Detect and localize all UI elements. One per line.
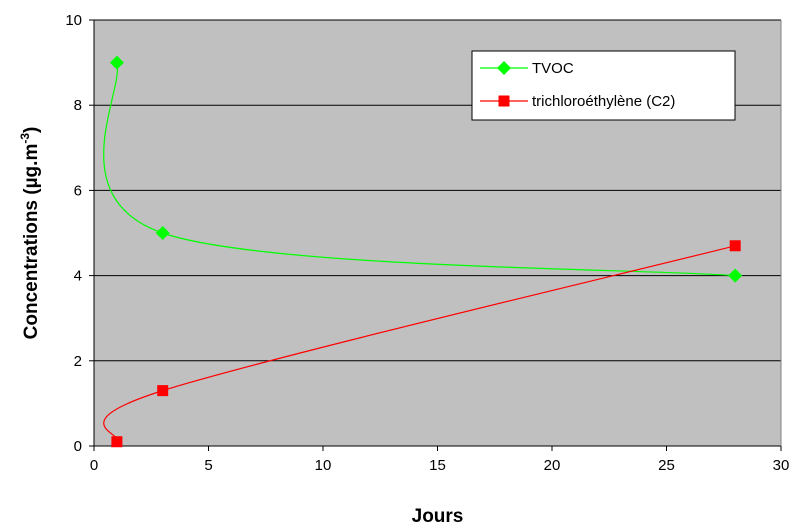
y-tick-label: 6 <box>74 182 82 199</box>
x-tick-label: 15 <box>429 457 446 474</box>
x-tick-label: 5 <box>204 457 212 474</box>
legend-box <box>471 50 736 121</box>
series-tvoc <box>103 55 743 283</box>
data-point <box>155 226 170 240</box>
y-tick-label: 4 <box>74 268 82 285</box>
y-axis-title-main: Concentrations (µg.m <box>21 144 42 340</box>
y-tick-label: 8 <box>74 97 82 114</box>
data-point <box>157 385 169 397</box>
legend-label: TVOC <box>532 60 574 77</box>
x-tick-label: 25 <box>658 457 675 474</box>
legend-marker <box>497 61 511 75</box>
y-axis-title: Concentrations (µg.m-3) <box>18 127 42 340</box>
data-point <box>729 240 741 252</box>
data-point <box>111 436 123 448</box>
x-axis-title: Jours <box>412 506 464 527</box>
axes <box>89 19 782 451</box>
series-line <box>103 245 736 443</box>
y-tick-label: 10 <box>65 12 82 29</box>
legend-marker <box>498 95 510 107</box>
y-axis-title-superscript: -3 <box>18 133 32 144</box>
series-group <box>103 55 743 448</box>
legend-item: trichloroéthylène (C2) <box>480 93 675 110</box>
series-trichloroethylene <box>103 240 741 448</box>
data-point <box>109 55 124 70</box>
x-tick-label: 30 <box>773 457 790 474</box>
legend-label: trichloroéthylène (C2) <box>532 93 675 110</box>
data-point <box>728 268 743 283</box>
y-tick-label: 0 <box>74 438 82 455</box>
y-tick-labels: 0 2 4 6 8 10 <box>65 12 82 455</box>
x-tick-labels: 0 5 10 15 20 25 30 <box>90 457 790 474</box>
series-line <box>103 62 736 277</box>
x-tick-label: 20 <box>544 457 561 474</box>
legend: TVOC trichloroéthylène (C2) <box>471 50 736 121</box>
y-axis-title-suffix: ) <box>21 127 42 133</box>
legend-item: TVOC <box>480 60 574 77</box>
y-tick-label: 2 <box>74 353 82 370</box>
x-tick-label: 10 <box>315 457 332 474</box>
gridlines <box>94 19 781 362</box>
x-tick-label: 0 <box>90 457 98 474</box>
